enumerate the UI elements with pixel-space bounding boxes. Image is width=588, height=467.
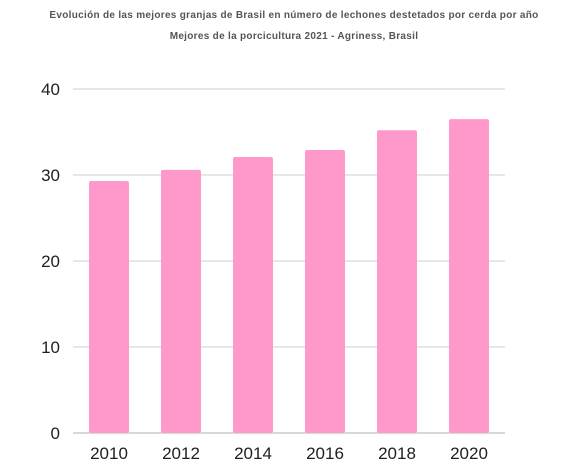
chart-subtitle: Mejores de la porcicultura 2021 - Agrine… [169, 31, 419, 42]
bar-2020 [449, 119, 489, 433]
x-tick-label: 2010 [90, 444, 128, 463]
bars [89, 119, 489, 433]
bar-2016 [305, 150, 345, 433]
chart-title: Evolución de las mejores granjas de Bras… [49, 10, 539, 21]
y-tick-label: 30 [41, 166, 60, 185]
x-axis-ticks: 2010 2012 2014 2016 2018 2020 [90, 444, 488, 463]
bar-2018 [377, 130, 417, 433]
bar-2014 [233, 156, 273, 433]
y-axis-ticks: 0 10 20 30 40 [41, 80, 60, 443]
bar-2012 [161, 169, 201, 433]
x-tick-label: 2016 [306, 444, 344, 463]
y-tick-label: 0 [51, 424, 60, 443]
x-tick-label: 2020 [450, 444, 488, 463]
gridlines [73, 88, 505, 434]
x-tick-label: 2014 [234, 444, 272, 463]
y-tick-label: 10 [41, 338, 60, 357]
y-tick-label: 40 [41, 80, 60, 99]
x-tick-label: 2012 [162, 444, 200, 463]
bar-2010 [89, 181, 129, 433]
x-tick-label: 2018 [378, 444, 416, 463]
y-tick-label: 20 [41, 252, 60, 271]
